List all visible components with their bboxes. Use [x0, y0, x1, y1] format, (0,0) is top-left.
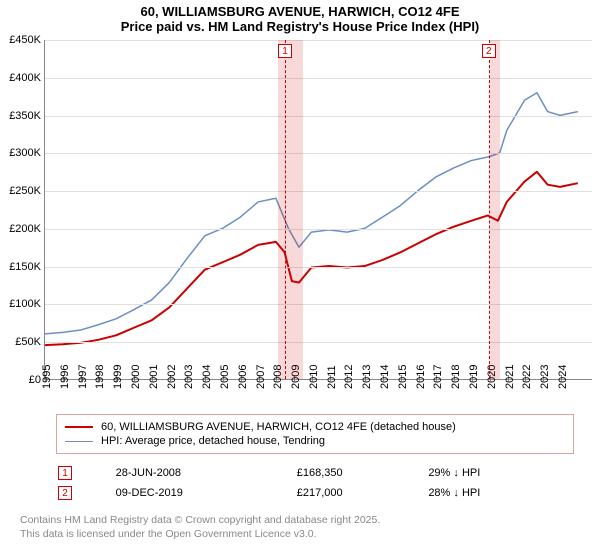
x-tick-label: 2011 [326, 365, 338, 389]
y-tick-label: £250K [9, 185, 41, 197]
x-tick-label: 2022 [521, 365, 533, 389]
footer-line-1: Contains HM Land Registry data © Crown c… [20, 514, 592, 528]
sale-price: £217,000 [297, 484, 427, 502]
legend-area: 60, WILLIAMSBURG AVENUE, HARWICH, CO12 4… [20, 414, 580, 508]
x-tick-label: 1998 [94, 365, 106, 389]
x-tick-label: 1996 [59, 365, 71, 389]
x-tick-label: 2003 [183, 365, 195, 389]
table-row: 1 28-JUN-2008£168,35029% ↓ HPI [58, 464, 572, 482]
x-tick-label: 2016 [415, 365, 427, 389]
x-tick-label: 2014 [379, 365, 391, 389]
marker-chip: 2 [58, 486, 72, 500]
gridline [45, 267, 592, 268]
gridline [45, 191, 592, 192]
hpi-delta: 29% ↓ HPI [428, 464, 572, 482]
x-tick-label: 2015 [397, 365, 409, 389]
gridline [45, 78, 592, 79]
x-tick-label: 1995 [41, 365, 53, 389]
gridline [45, 116, 592, 117]
sale-price: £168,350 [297, 464, 427, 482]
footer-line-2: This data is licensed under the Open Gov… [20, 528, 592, 542]
x-tick-label: 2024 [557, 365, 569, 389]
y-tick-label: £50K [15, 336, 41, 348]
legend-swatch [65, 426, 93, 428]
price-chart: £0 £50K £100K £150K £200K £250K £300K £350K £400… [0, 34, 600, 414]
x-tick-label: 1997 [77, 365, 89, 389]
x-tick-label: 2006 [237, 365, 249, 389]
gridline [45, 304, 592, 305]
x-tick-label: 2021 [504, 365, 516, 389]
marker-chip: 1 [58, 466, 72, 480]
legend-label: HPI: Average price, detached house, Tend… [101, 435, 325, 447]
x-tick-label: 2013 [361, 365, 373, 389]
y-tick-label: £200K [9, 223, 41, 235]
legend-label: 60, WILLIAMSBURG AVENUE, HARWICH, CO12 4… [101, 421, 456, 433]
x-tick-label: 2019 [468, 365, 480, 389]
x-tick-label: 2007 [255, 365, 267, 389]
y-tick-label: £150K [9, 261, 41, 273]
x-tick-label: 2000 [130, 365, 142, 389]
gridline [45, 342, 592, 343]
marker-table: 1 28-JUN-2008£168,35029% ↓ HPI 2 09-DEC-201… [56, 462, 574, 504]
legend-box: 60, WILLIAMSBURG AVENUE, HARWICH, CO12 4… [56, 414, 574, 454]
y-tick-label: £300K [9, 147, 41, 159]
table-row: 2 09-DEC-2019£217,00028% ↓ HPI [58, 484, 572, 502]
y-tick-label: £100K [9, 298, 41, 310]
sale-marker-label: 2 [482, 44, 496, 58]
gridline [45, 40, 592, 41]
legend-item: 60, WILLIAMSBURG AVENUE, HARWICH, CO12 4… [65, 421, 565, 433]
x-tick-label: 2001 [148, 365, 160, 389]
legend-item: HPI: Average price, detached house, Tend… [65, 435, 565, 447]
recession-band [278, 40, 303, 379]
sale-marker-label: 1 [278, 44, 292, 58]
sale-date: 28-JUN-2008 [116, 464, 295, 482]
sale-marker-line [285, 40, 286, 379]
x-tick-label: 2002 [166, 365, 178, 389]
y-tick-label: £350K [9, 110, 41, 122]
x-tick-label: 2005 [219, 365, 231, 389]
x-tick-label: 2004 [201, 365, 213, 389]
x-tick-label: 2018 [450, 365, 462, 389]
x-tick-label: 2010 [308, 365, 320, 389]
gridline [45, 153, 592, 154]
y-tick-label: £400K [9, 72, 41, 84]
y-tick-label: £0 [29, 374, 41, 386]
chart-title: 60, WILLIAMSBURG AVENUE, HARWICH, CO12 4… [0, 0, 600, 34]
x-tick-label: 1999 [112, 365, 124, 389]
x-tick-label: 2023 [539, 365, 551, 389]
sale-date: 09-DEC-2019 [116, 484, 295, 502]
attribution-footer: Contains HM Land Registry data © Crown c… [0, 508, 600, 541]
y-tick-label: £450K [9, 34, 41, 46]
hpi-delta: 28% ↓ HPI [428, 484, 572, 502]
sale-marker-line [489, 40, 490, 379]
plot-area: £0£50K£100K£150K£200K£250K£300K£350K£400… [44, 40, 592, 380]
title-line-1: 60, WILLIAMSBURG AVENUE, HARWICH, CO12 4… [0, 4, 600, 19]
recession-band [490, 40, 501, 379]
legend-swatch [65, 441, 93, 442]
chart-lines [45, 40, 592, 379]
x-tick-label: 2012 [343, 365, 355, 389]
x-tick-label: 2017 [432, 365, 444, 389]
gridline [45, 229, 592, 230]
title-line-2: Price paid vs. HM Land Registry's House … [0, 19, 600, 34]
